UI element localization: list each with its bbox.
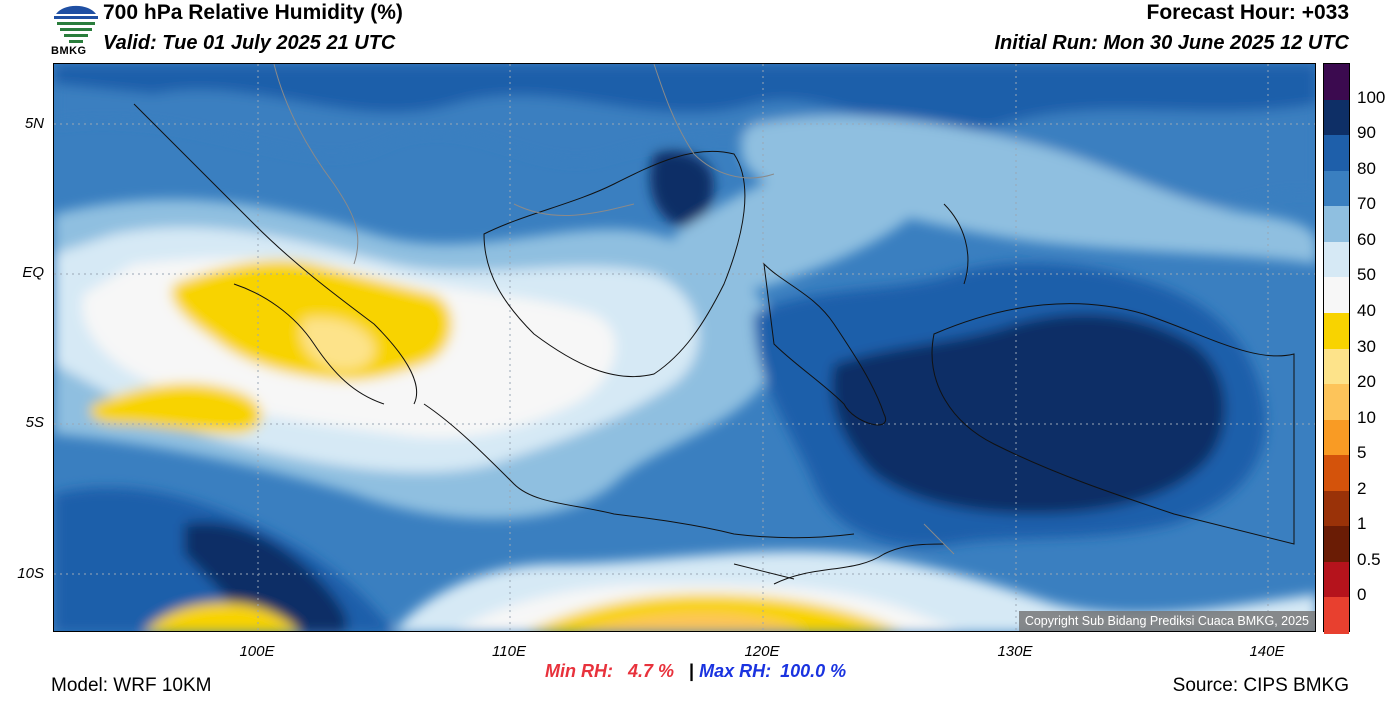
colorbar-segment [1324, 348, 1349, 385]
lat-label-5s: 5S [25, 414, 44, 431]
colorbar [1323, 63, 1350, 634]
colorbar-label: 90 [1357, 123, 1376, 143]
rh-stats: Min RH: 4.7 % | Max RH: 100.0 % [545, 661, 846, 682]
colorbar-segment [1324, 490, 1349, 527]
lat-label-10s: 10S [17, 565, 44, 582]
colorbar-segment [1324, 241, 1349, 278]
map-title: 700 hPa Relative Humidity (%) [103, 1, 403, 24]
colorbar-label: 30 [1357, 336, 1376, 356]
colorbar-segment [1324, 64, 1349, 101]
colorbar-label: 20 [1357, 372, 1376, 392]
coastlines [133, 103, 1295, 585]
graticule [54, 64, 1315, 631]
borders [273, 64, 955, 555]
logo-text: BMKG [51, 45, 87, 57]
colorbar-label: 2 [1357, 478, 1367, 498]
lat-label-5n: 5N [24, 115, 44, 132]
colorbar-label: 0 [1357, 585, 1367, 605]
colorbar-segment [1324, 561, 1349, 598]
copyright-notice: Copyright Sub Bidang Prediksi Cuaca BMKG… [1018, 611, 1315, 631]
colorbar-label: 10 [1357, 407, 1376, 427]
bmkg-logo [51, 0, 101, 60]
colorbar-segment [1324, 384, 1349, 421]
lon-label-100e: 100E [239, 643, 275, 660]
source-label: Source: CIPS BMKG [1172, 675, 1349, 696]
model-label: Model: WRF 10KM [51, 675, 212, 696]
lon-label-110e: 110E [492, 643, 526, 660]
colorbar-label: 60 [1357, 229, 1376, 249]
min-rh-value: 4.7 % [628, 661, 675, 681]
valid-time: Valid: Tue 01 July 2025 21 UTC [103, 32, 396, 54]
colorbar-label: 100 [1357, 87, 1386, 107]
colorbar-segment [1324, 170, 1349, 207]
colorbar-segment [1324, 206, 1349, 243]
colorbar-segment [1324, 312, 1349, 349]
colorbar-label: 70 [1357, 194, 1376, 214]
colorbar-segment [1324, 99, 1349, 136]
max-rh-label: Max RH: [699, 661, 772, 681]
lat-label-eq: EQ [22, 264, 44, 281]
lon-label-130e: 130E [997, 643, 1033, 660]
min-rh-label: Min RH: [545, 661, 613, 681]
colorbar-segment [1324, 455, 1349, 492]
humidity-fill [54, 64, 1315, 631]
max-rh-value: 100.0 % [780, 661, 847, 681]
colorbar-segment [1324, 419, 1349, 456]
colorbar-segment [1324, 526, 1349, 563]
initial-run: Initial Run: Mon 30 June 2025 12 UTC [994, 32, 1349, 54]
lon-label-140e: 140E [1249, 643, 1285, 660]
colorbar-label: 0.5 [1357, 549, 1381, 569]
humidity-map: Copyright Sub Bidang Prediksi Cuaca BMKG… [53, 63, 1316, 632]
colorbar-label: 80 [1357, 158, 1376, 178]
colorbar-segment [1324, 277, 1349, 314]
stats-separator: | [689, 661, 695, 681]
colorbar-label: 40 [1357, 300, 1376, 320]
lon-label-120e: 120E [744, 643, 780, 660]
colorbar-segment [1324, 135, 1349, 172]
colorbar-segment [1324, 597, 1349, 634]
forecast-hour: Forecast Hour: +033 [1146, 1, 1350, 24]
colorbar-label: 5 [1357, 443, 1367, 463]
colorbar-label: 1 [1357, 514, 1367, 534]
colorbar-label: 50 [1357, 265, 1376, 285]
